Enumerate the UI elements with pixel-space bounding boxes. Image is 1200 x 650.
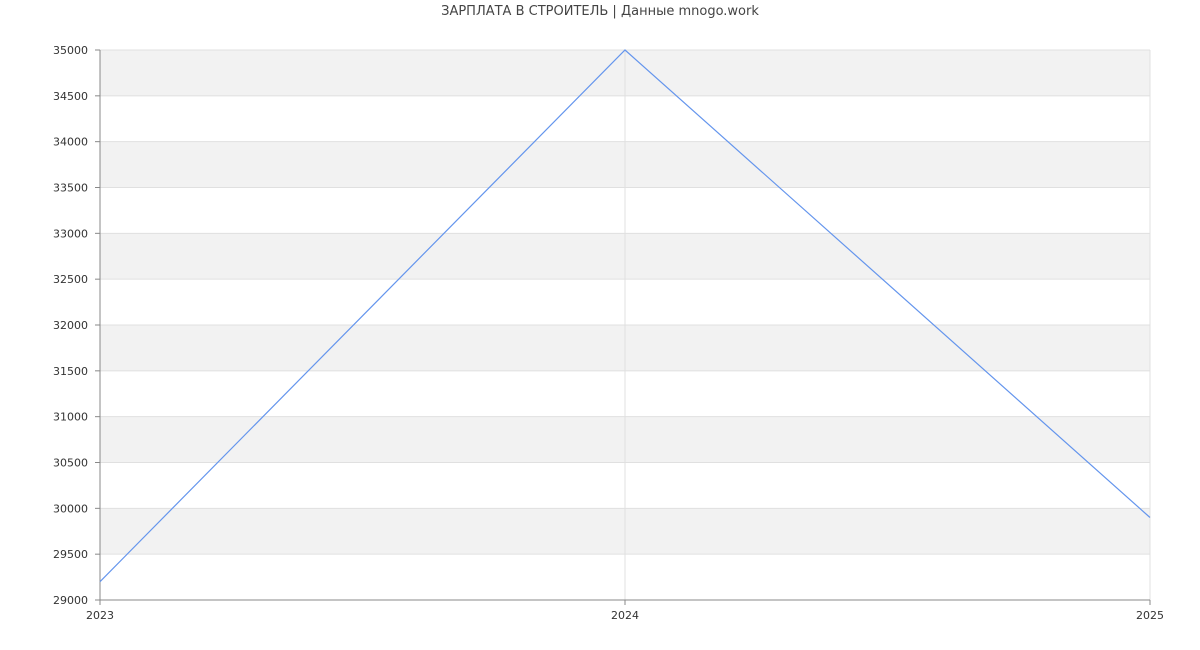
- y-tick-label: 29500: [53, 548, 88, 561]
- y-tick-label: 33500: [53, 182, 88, 195]
- y-tick-label: 34500: [53, 90, 88, 103]
- y-tick-label: 30500: [53, 457, 88, 470]
- y-tick-label: 32500: [53, 273, 88, 286]
- x-tick-label: 2024: [611, 609, 639, 622]
- y-tick-label: 31000: [53, 411, 88, 424]
- y-tick-label: 32000: [53, 319, 88, 332]
- y-tick-label: 30000: [53, 502, 88, 515]
- series-line: [99, 49, 1151, 583]
- x-tick-label: 2025: [1136, 609, 1164, 622]
- y-tick-label: 31500: [53, 365, 88, 378]
- chart-title: ЗАРПЛАТА В СТРОИТЕЛЬ | Данные mnogo.work: [441, 4, 759, 19]
- y-tick-label: 35000: [53, 44, 88, 57]
- y-tick-label: 29000: [53, 594, 88, 607]
- y-tick-label: 33000: [53, 227, 88, 240]
- x-tick-label: 2023: [86, 609, 114, 622]
- y-tick-label: 34000: [53, 136, 88, 149]
